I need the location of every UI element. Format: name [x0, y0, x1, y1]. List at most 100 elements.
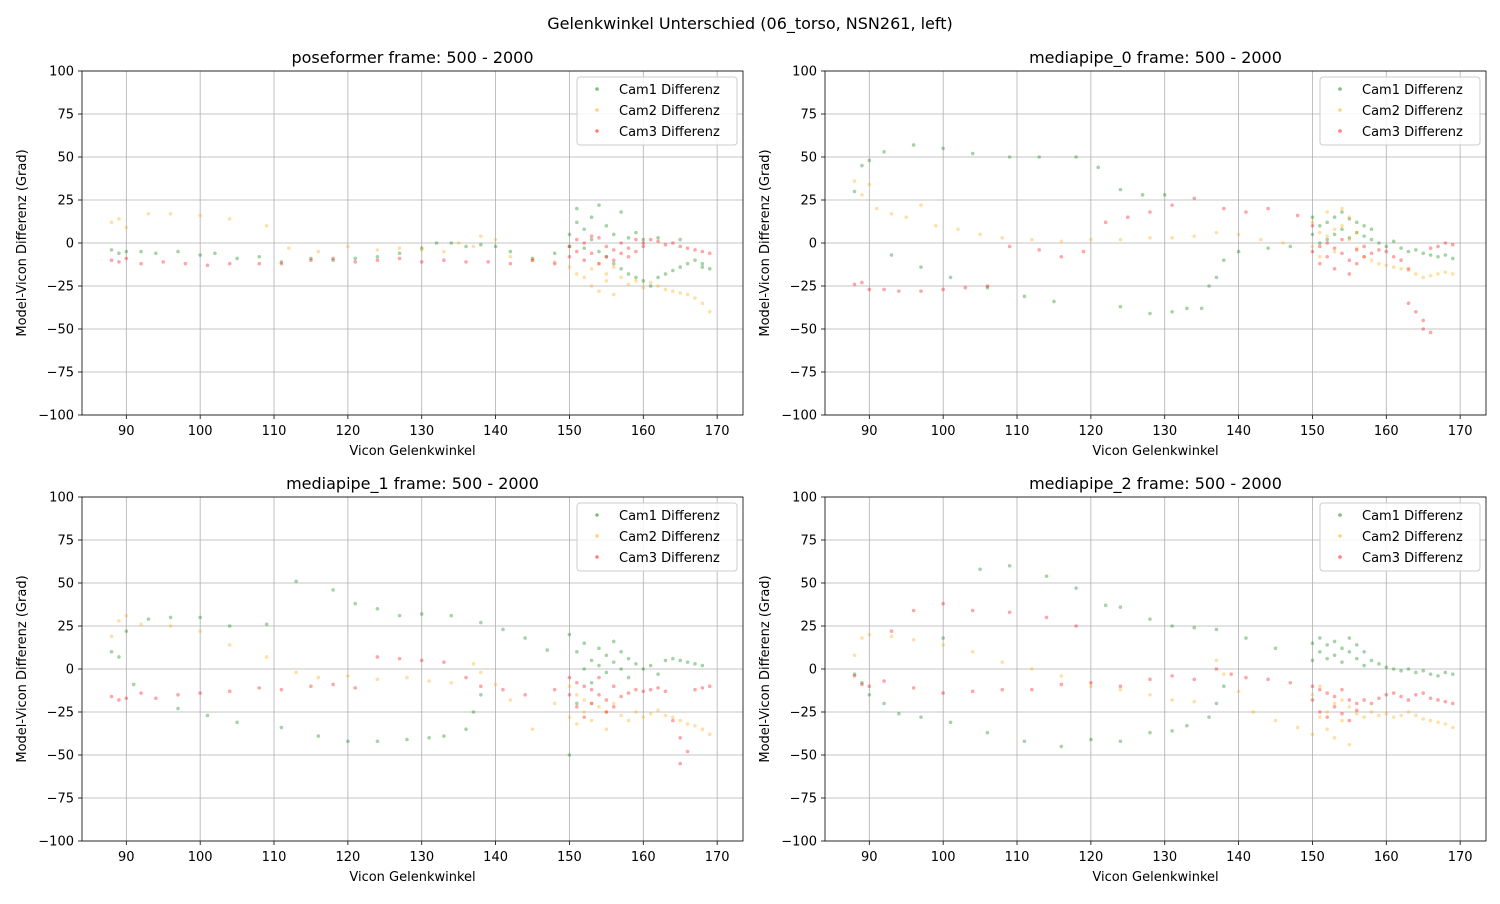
- data-point: [1118, 687, 1123, 692]
- data-point: [1406, 667, 1411, 671]
- data-point: [1347, 258, 1352, 263]
- data-point: [985, 284, 990, 288]
- data-point: [227, 689, 232, 694]
- data-point: [1022, 294, 1027, 299]
- x-tick-label: 150: [1300, 850, 1325, 865]
- data-point: [1399, 713, 1403, 718]
- y-tick-label: −100: [781, 409, 817, 424]
- data-point: [1369, 710, 1374, 714]
- legend: Cam1 Differenz Cam2 Differenz Cam3 Differe…: [576, 502, 738, 572]
- data-point: [597, 693, 601, 697]
- legend-marker: [595, 129, 599, 133]
- data-point: [1170, 624, 1174, 628]
- y-tick-label: 100: [49, 491, 74, 506]
- legend-box: [576, 76, 738, 146]
- x-tick-label: 170: [1448, 424, 1473, 439]
- data-point: [963, 285, 968, 290]
- data-point: [882, 679, 886, 683]
- data-point: [279, 260, 284, 264]
- y-tick-label: −75: [47, 366, 74, 381]
- data-point: [1384, 263, 1389, 268]
- data-point: [707, 251, 712, 256]
- x-tick-label: 160: [1374, 850, 1399, 865]
- legend-marker: [1338, 534, 1342, 538]
- data-point: [604, 244, 609, 249]
- data-point: [124, 256, 129, 261]
- data-point: [419, 246, 424, 250]
- data-point: [1118, 187, 1123, 192]
- data-point: [1436, 720, 1440, 725]
- data-point: [1332, 232, 1337, 237]
- data-point: [1399, 246, 1403, 250]
- data-point: [552, 251, 557, 256]
- data-point: [1428, 672, 1433, 676]
- data-point: [109, 248, 114, 252]
- data-point: [611, 248, 616, 252]
- data-point: [1214, 627, 1219, 632]
- data-point: [405, 737, 409, 742]
- data-point: [1325, 254, 1330, 259]
- data-point: [852, 672, 857, 676]
- x-axis-label: Vicon Gelenkwinkel: [1092, 444, 1218, 459]
- data-point: [693, 296, 697, 300]
- data-point: [626, 675, 631, 680]
- legend-entry: Cam3 Differenz: [1362, 125, 1463, 140]
- data-point: [1340, 646, 1344, 651]
- data-point: [860, 680, 864, 685]
- data-point: [405, 675, 409, 680]
- data-point: [656, 275, 660, 280]
- data-point: [919, 289, 923, 293]
- data-point: [1029, 687, 1034, 692]
- data-point: [449, 613, 454, 618]
- data-point: [956, 227, 960, 232]
- y-tick-label: −25: [790, 706, 817, 721]
- x-tick-label: 140: [483, 424, 508, 439]
- data-point: [1007, 244, 1012, 249]
- data-point: [1318, 684, 1322, 688]
- data-point: [1236, 249, 1241, 254]
- data-point: [117, 217, 121, 221]
- data-point: [1354, 261, 1359, 266]
- data-point: [589, 215, 594, 219]
- data-point: [648, 711, 653, 716]
- data-point: [634, 687, 638, 692]
- data-point: [353, 256, 358, 261]
- data-point: [1236, 232, 1241, 237]
- data-point: [1118, 605, 1123, 609]
- data-point: [1391, 715, 1396, 719]
- data-point: [1369, 237, 1374, 242]
- data-point: [678, 736, 683, 740]
- data-point: [1074, 155, 1078, 159]
- data-point: [1377, 696, 1381, 701]
- data-point: [109, 258, 114, 263]
- data-point: [1214, 230, 1219, 235]
- x-tick-label: 150: [557, 850, 582, 865]
- y-tick-label: −50: [47, 323, 74, 338]
- data-point: [919, 203, 923, 207]
- data-point: [419, 658, 424, 663]
- data-point: [1436, 698, 1440, 702]
- data-point: [1399, 258, 1403, 263]
- data-point: [589, 234, 594, 238]
- data-point: [1318, 241, 1322, 245]
- data-point: [852, 179, 857, 183]
- data-point: [1421, 717, 1426, 721]
- data-point: [1354, 701, 1359, 706]
- data-point: [1406, 267, 1411, 271]
- data-point: [1384, 711, 1389, 716]
- data-point: [1421, 318, 1426, 323]
- data-point: [456, 241, 461, 245]
- data-point: [1414, 713, 1418, 718]
- data-point: [1332, 694, 1337, 699]
- data-point: [641, 244, 646, 249]
- data-point: [1436, 674, 1440, 678]
- data-point: [1428, 330, 1433, 335]
- data-point: [464, 727, 468, 731]
- data-point: [493, 244, 498, 249]
- data-point: [501, 627, 505, 632]
- data-point: [1421, 691, 1426, 695]
- data-point: [419, 612, 424, 616]
- data-point: [442, 249, 446, 254]
- x-tick-label: 130: [409, 424, 434, 439]
- y-tick-label: 75: [57, 534, 74, 549]
